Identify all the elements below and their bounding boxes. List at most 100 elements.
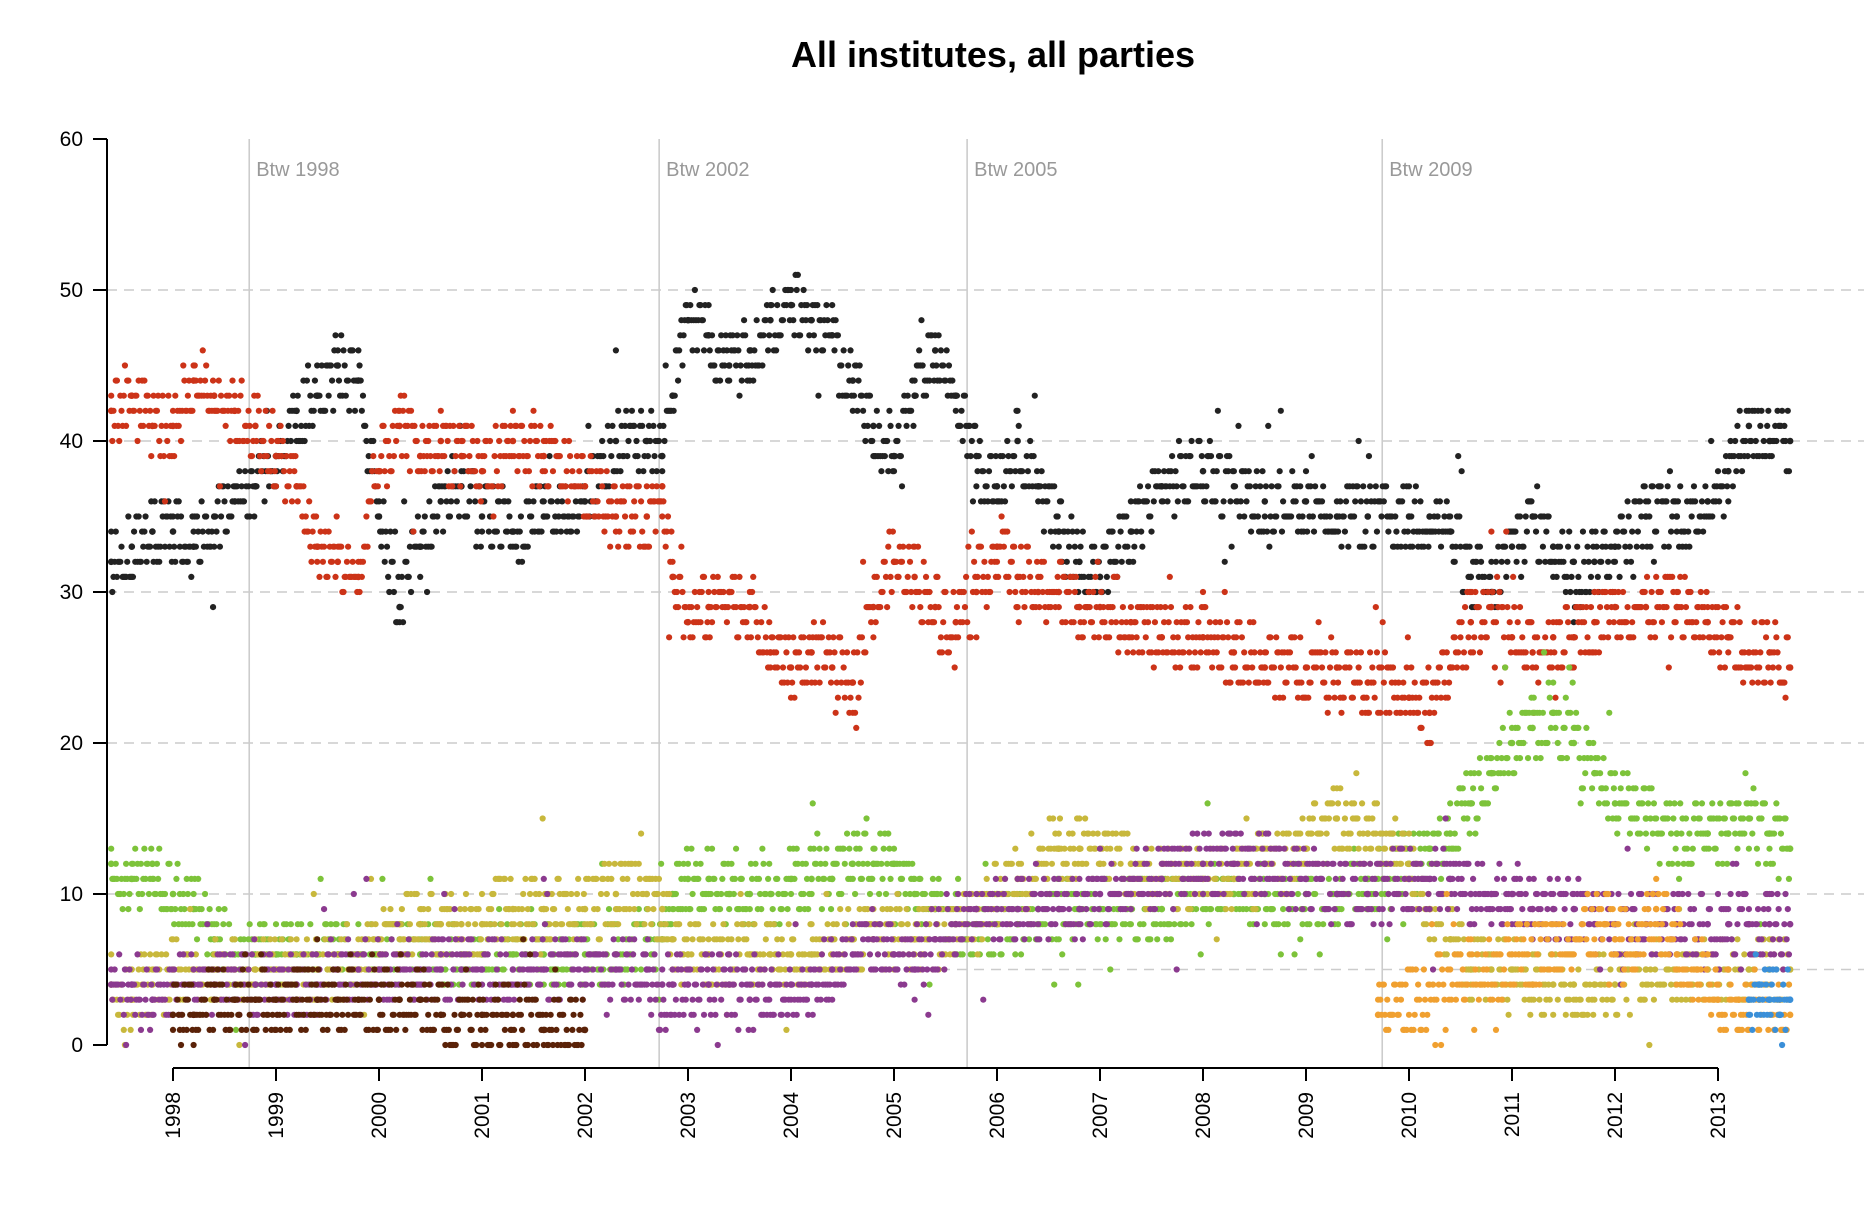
data-point [1284, 921, 1291, 928]
data-point [1577, 649, 1584, 656]
data-point [557, 528, 565, 535]
data-point [1630, 634, 1637, 641]
data-point [1263, 528, 1271, 535]
data-point [217, 513, 225, 520]
data-point [937, 634, 945, 641]
data-point [1611, 770, 1619, 777]
data-point [766, 619, 773, 626]
data-point [813, 347, 820, 354]
data-point [1015, 619, 1022, 626]
data-point [1102, 936, 1109, 943]
data-point [676, 347, 683, 354]
data-point [973, 483, 980, 490]
data-point [390, 588, 397, 596]
data-point [166, 860, 173, 867]
data-point [892, 453, 899, 460]
data-point [201, 377, 209, 384]
data-point [1647, 543, 1654, 550]
data-point [1071, 543, 1078, 550]
data-point [222, 422, 229, 429]
data-point [649, 483, 656, 490]
data-point [581, 498, 589, 505]
data-point [840, 845, 847, 852]
data-point [1748, 437, 1755, 445]
data-point [316, 573, 323, 581]
data-point [1212, 619, 1219, 626]
data-point [1219, 513, 1226, 520]
data-point [762, 890, 769, 898]
data-point [1428, 694, 1435, 701]
data-point [1623, 558, 1630, 565]
data-point [125, 513, 132, 520]
data-point [876, 890, 883, 898]
data-point [390, 453, 397, 460]
data-point [1249, 664, 1256, 671]
data-point [1700, 634, 1707, 641]
data-point [707, 604, 714, 611]
data-point [1785, 875, 1793, 883]
data-point [1667, 830, 1675, 837]
data-point [407, 588, 415, 596]
data-point [1280, 694, 1287, 701]
data-point [1730, 815, 1738, 822]
data-point [1667, 528, 1675, 535]
data-point [1173, 483, 1180, 490]
data-point [1641, 483, 1648, 490]
data-point [568, 528, 575, 535]
data-point [726, 377, 733, 384]
data-point [1185, 634, 1192, 641]
data-point [576, 513, 583, 520]
data-point [1594, 755, 1601, 762]
data-point [399, 619, 407, 626]
data-point [136, 407, 143, 414]
data-point [1690, 483, 1698, 490]
data-point [1167, 604, 1175, 611]
data-point [476, 483, 483, 490]
data-point [1664, 483, 1671, 490]
data-point [324, 573, 331, 581]
data-point [1057, 498, 1065, 505]
data-point [1412, 483, 1419, 490]
data-point [1336, 664, 1343, 671]
data-point [1663, 498, 1670, 505]
data-point [949, 377, 956, 384]
data-point [716, 906, 724, 913]
data-point [747, 634, 755, 641]
data-point [1593, 543, 1600, 550]
data-point [762, 634, 769, 641]
data-point [1191, 649, 1199, 656]
data-point [1595, 649, 1603, 656]
data-point [272, 483, 280, 490]
data-point [114, 422, 122, 429]
data-point [572, 498, 579, 505]
data-point [724, 604, 732, 611]
data-point [294, 498, 301, 505]
data-point [185, 377, 193, 384]
data-point [1243, 498, 1250, 505]
data-point [1123, 513, 1130, 520]
data-point [1572, 709, 1580, 716]
data-point [981, 558, 988, 565]
data-point [736, 392, 743, 399]
data-point [427, 875, 434, 883]
data-point [882, 890, 890, 898]
data-point [937, 890, 945, 898]
data-point [1700, 528, 1707, 535]
data-point [1451, 558, 1458, 565]
data-point [383, 543, 391, 550]
data-point [556, 453, 563, 460]
data-point [381, 558, 388, 565]
data-point [191, 362, 198, 369]
data-point [1772, 619, 1779, 626]
data-point [1460, 649, 1468, 656]
data-point [181, 906, 188, 913]
data-point [1155, 468, 1162, 475]
data-point [567, 453, 574, 460]
data-point [151, 498, 158, 505]
data-point [216, 483, 224, 490]
data-point [332, 332, 339, 339]
data-point [1277, 407, 1284, 414]
data-point [864, 860, 871, 867]
data-point [327, 921, 335, 928]
data-point [129, 573, 137, 581]
